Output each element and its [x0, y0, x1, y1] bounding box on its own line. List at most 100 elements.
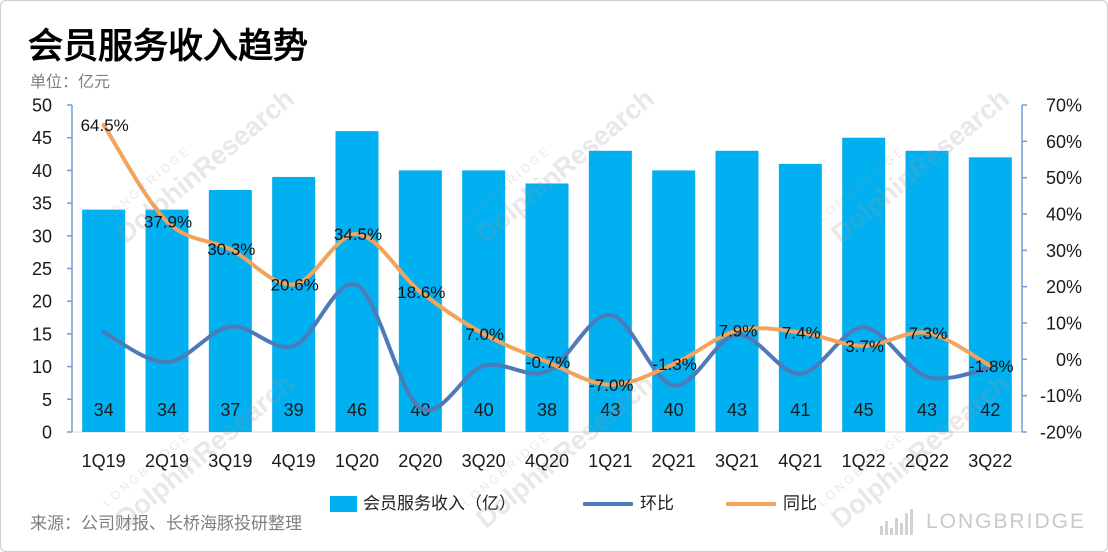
chart-title: 会员服务收入趋势	[28, 27, 309, 66]
legend-swatch-revenue	[330, 496, 357, 512]
qoq-point	[228, 324, 233, 329]
qoq-point	[481, 363, 486, 368]
right-axis-tick-label: -20%	[1040, 423, 1082, 443]
qoq-point	[355, 283, 359, 288]
yoy-point	[418, 289, 423, 294]
legend-swatch-yoy	[726, 502, 776, 506]
right-axis-tick-label: 50%	[1046, 168, 1082, 188]
revenue-bar	[715, 150, 759, 432]
x-axis-tick-label: 4Q21	[778, 451, 822, 471]
revenue-bar-label: 42	[980, 400, 1000, 420]
bar-chart-icon-shape	[880, 509, 913, 535]
revenue-bar	[778, 163, 822, 433]
yoy-point	[798, 330, 803, 335]
x-axis-tick-label: 2Q21	[652, 451, 696, 471]
revenue-bar	[652, 170, 696, 432]
revenue-bar-label: 40	[664, 400, 684, 420]
revenue-bar	[208, 190, 252, 432]
qoq-point	[165, 360, 169, 365]
qoq-point	[671, 383, 676, 388]
yoy-point	[735, 328, 739, 333]
right-axis-tick-label: 60%	[1046, 132, 1082, 152]
left-axis-tick-label: 45	[32, 128, 52, 148]
legend-swatch-qoq	[583, 502, 633, 506]
revenue-bar-label: 41	[790, 400, 810, 420]
right-axis-tick-label: 40%	[1046, 205, 1082, 225]
revenue-bar	[462, 170, 506, 432]
right-axis-tick-label: 20%	[1046, 277, 1082, 297]
qoq-point	[735, 332, 739, 337]
revenue-bar-label: 45	[854, 400, 874, 420]
legend-item-qoq: 环比	[583, 494, 674, 514]
revenue-bar-label: 40	[474, 400, 494, 420]
yoy-point	[671, 362, 676, 367]
left-axis-tick-label: 40	[32, 161, 52, 181]
yoy-point	[925, 330, 929, 335]
x-axis-tick-label: 4Q20	[525, 451, 569, 471]
legend-item-revenue: 会员服务收入（亿）	[330, 494, 516, 514]
yoy-point	[545, 359, 549, 364]
yoy-data-label: 64.5%	[81, 116, 129, 135]
left-axis-tick-label: 25	[32, 259, 52, 279]
left-axis-tick-label: 0	[42, 423, 52, 443]
yoy-data-label: 7.4%	[782, 323, 821, 342]
qoq-point	[291, 343, 296, 348]
left-axis-tick-label: 5	[42, 390, 52, 410]
yoy-point	[228, 247, 233, 252]
yoy-data-label: 3.7%	[845, 337, 884, 356]
yoy-point	[988, 363, 993, 368]
left-axis-tick-label: 30	[32, 226, 52, 246]
x-axis-tick-label: 4Q19	[272, 451, 316, 471]
revenue-bar-label: 43	[600, 400, 620, 420]
left-axis-tick-label: 50	[32, 96, 52, 116]
unit-label: 单位：亿元	[30, 74, 111, 91]
x-axis-tick-label: 3Q21	[715, 451, 759, 471]
x-axis-tick-label: 1Q19	[82, 451, 126, 471]
revenue-bar-label: 43	[727, 400, 747, 420]
yoy-data-label: 7.0%	[465, 325, 504, 344]
left-axis-tick-label: 15	[32, 324, 52, 344]
yoy-point	[165, 219, 169, 224]
right-axis-tick-label: 70%	[1046, 96, 1082, 116]
yoy-data-label: 7.3%	[909, 324, 948, 343]
revenue-bar-label: 34	[94, 400, 114, 420]
legend-label-qoq: 环比	[640, 494, 674, 513]
revenue-bar	[335, 131, 379, 432]
qoq-point	[608, 313, 613, 318]
yoy-line	[101, 122, 993, 387]
x-axis-tick-label: 3Q20	[462, 451, 506, 471]
yoy-data-label: 30.3%	[207, 240, 255, 259]
revenue-bar-label: 34	[157, 400, 177, 420]
yoy-data-label: -0.7%	[526, 353, 570, 372]
x-axis-tick-label: 1Q22	[842, 451, 886, 471]
revenue-bar	[525, 183, 569, 432]
revenue-bar	[82, 209, 126, 432]
revenue-bar-label: 46	[347, 400, 367, 420]
yoy-data-label: 34.5%	[334, 225, 382, 244]
left-axis-tick-label: 35	[32, 194, 52, 214]
legend-label-yoy: 同比	[783, 494, 817, 513]
revenue-bar	[842, 137, 886, 432]
qoq-point	[861, 325, 866, 330]
revenue-bar	[272, 176, 316, 432]
yoy-point	[481, 331, 486, 336]
right-axis-tick-label: -10%	[1040, 386, 1082, 406]
x-axis-tick-label: 3Q19	[208, 451, 252, 471]
legend-label-revenue: 会员服务收入（亿）	[363, 494, 516, 513]
x-axis-tick-label: 1Q20	[335, 451, 379, 471]
yoy-data-label: -1.3%	[652, 355, 696, 374]
x-axis-tick-label: 2Q22	[905, 451, 949, 471]
bar-chart-icon	[880, 509, 913, 535]
yoy-data-label: 7.9%	[719, 322, 758, 341]
qoq-point	[545, 369, 549, 374]
yoy-data-label: 18.6%	[397, 283, 445, 302]
right-axis-tick-label: 0%	[1056, 350, 1082, 370]
revenue-bar-label: 39	[284, 400, 304, 420]
yoy-point	[608, 382, 613, 387]
revenue-bar	[145, 209, 189, 432]
logo-text: LONGBRIDGE	[926, 510, 1087, 533]
right-axis-tick-label: 10%	[1046, 314, 1082, 334]
yoy-point	[291, 282, 296, 287]
longbridge-logo: LONGBRIDGE	[878, 507, 1086, 537]
